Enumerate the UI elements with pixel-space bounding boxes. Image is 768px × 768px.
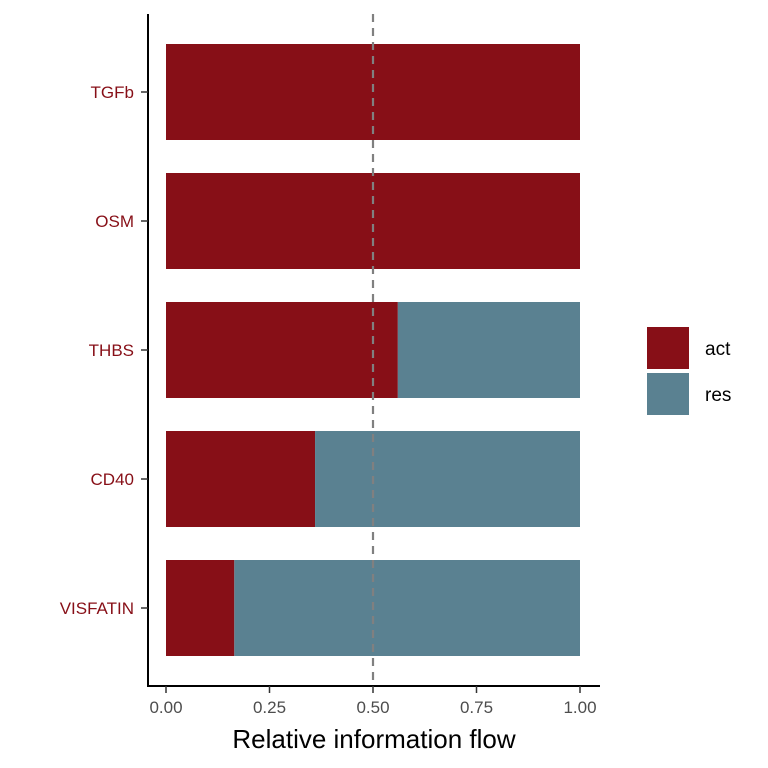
bars-layer — [166, 44, 580, 656]
bar-act-thbs — [166, 302, 398, 398]
legend-key-res — [647, 373, 689, 415]
bar-act-cd40 — [166, 431, 316, 527]
bar-res-thbs — [397, 302, 580, 398]
category-label-cd40: CD40 — [91, 470, 134, 489]
x-tick-label: 0.75 — [460, 698, 493, 717]
bar-act-visfatin — [166, 560, 235, 656]
legend-label-act: act — [705, 339, 731, 360]
bar-res-visfatin — [234, 560, 580, 656]
legend-key-act — [647, 327, 689, 369]
legend-label-res: res — [705, 385, 731, 406]
x-tick-label: 0.50 — [356, 698, 389, 717]
x-tick-label: 0.00 — [149, 698, 182, 717]
legend: act res — [647, 327, 731, 415]
category-label-visfatin: VISFATIN — [60, 599, 134, 618]
category-label-tgfb: TGFb — [91, 83, 134, 102]
x-tick-label: 1.00 — [563, 698, 596, 717]
category-label-osm: OSM — [95, 212, 134, 231]
x-tick-label: 0.25 — [253, 698, 286, 717]
category-labels: TGFb OSM THBS CD40 VISFATIN — [60, 83, 148, 618]
x-axis-title: Relative information flow — [232, 724, 515, 754]
category-label-thbs: THBS — [89, 341, 134, 360]
x-axis-ticks: 0.00 0.25 0.50 0.75 1.00 — [149, 686, 597, 717]
bar-res-cd40 — [315, 431, 580, 527]
